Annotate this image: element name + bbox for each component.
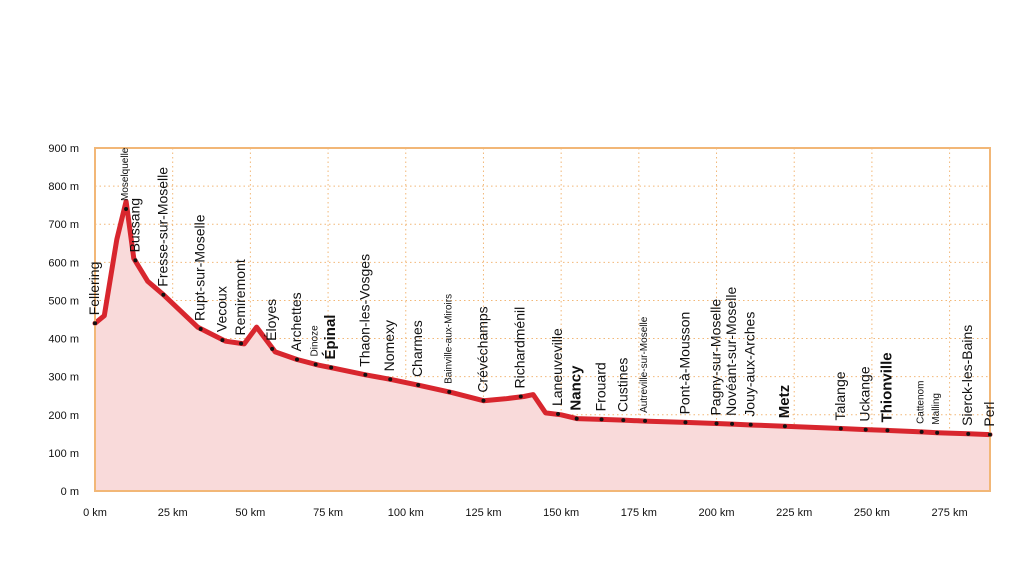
place-marker — [919, 429, 924, 434]
place-label: Malling — [931, 393, 942, 425]
place-label: Épinal — [322, 315, 339, 360]
place-marker — [643, 418, 648, 423]
place-label: Bainville-aux-Miroirs — [443, 294, 454, 384]
place-marker — [782, 424, 787, 429]
place-marker — [481, 398, 486, 403]
place-marker — [621, 418, 626, 423]
place-marker — [863, 427, 868, 432]
place-marker — [730, 421, 735, 426]
x-tick-label: 175 km — [621, 507, 657, 519]
place-label: Talange — [832, 371, 848, 420]
x-tick-label: 125 km — [465, 507, 501, 519]
elevation-profile-line — [92, 198, 993, 438]
place-label: Éloyes — [263, 299, 279, 341]
place-label: Pont-à-Mousson — [676, 312, 692, 415]
y-tick-label: 900 m — [48, 143, 79, 155]
place-label: Perl — [981, 402, 997, 427]
place-marker — [161, 292, 166, 297]
x-tick-label: 200 km — [698, 507, 734, 519]
place-label: Moselquelle — [120, 147, 131, 201]
place-label: Rupt-sur-Moselle — [192, 214, 208, 321]
place-marker — [313, 362, 318, 367]
place-label: Novéant-sur-Moselle — [723, 287, 739, 416]
plot-frame — [94, 147, 991, 492]
x-tick-label: 225 km — [776, 507, 812, 519]
place-label: Charmes — [409, 320, 425, 377]
place-marker — [239, 341, 244, 346]
x-tick-label: 25 km — [158, 507, 188, 519]
y-tick-label: 100 m — [48, 448, 79, 460]
place-label: Crévéchamps — [474, 306, 490, 392]
x-tick-label: 50 km — [235, 507, 265, 519]
place-label: Pagny-sur-Moselle — [708, 299, 724, 416]
place-marker — [574, 416, 579, 421]
place-label: Nomexy — [381, 320, 397, 371]
place-label: Richardménil — [512, 307, 528, 389]
place-label: Uckange — [857, 366, 873, 421]
place-label: Jouy-aux-Arches — [742, 312, 758, 417]
y-tick-label: 800 m — [48, 181, 79, 193]
place-marker — [556, 412, 561, 417]
place-label: Sierck-les-Bains — [959, 325, 975, 426]
y-tick-label: 0 m — [61, 486, 79, 498]
place-marker — [935, 430, 940, 435]
place-markers — [93, 206, 992, 437]
place-label: Archettes — [288, 292, 304, 351]
place-label: Autreville-sur-Moselle — [639, 316, 650, 413]
place-marker — [124, 206, 129, 211]
y-tick-label: 600 m — [48, 257, 79, 269]
x-tick-label: 0 km — [83, 507, 107, 519]
y-tick-label: 200 m — [48, 410, 79, 422]
place-marker — [518, 394, 523, 399]
place-marker — [988, 432, 992, 437]
x-axis: 0 km 25 km 50 km 75 km 100 km 125 km 150 km 175… — [83, 507, 968, 519]
x-tick-label: 150 km — [543, 507, 579, 519]
place-marker — [714, 421, 719, 426]
elevation-area-fill — [95, 201, 990, 491]
y-tick-label: 400 m — [48, 334, 79, 346]
y-tick-label: 500 m — [48, 295, 79, 307]
place-marker — [966, 431, 971, 436]
place-marker — [93, 321, 97, 326]
place-marker — [838, 426, 843, 431]
place-marker — [294, 357, 299, 362]
place-marker — [220, 338, 225, 343]
place-marker — [270, 346, 275, 351]
place-marker — [683, 420, 688, 425]
place-marker — [447, 389, 452, 394]
place-label: Thaon-les-Vosges — [356, 254, 372, 367]
x-tick-label: 75 km — [313, 507, 343, 519]
place-marker — [885, 428, 890, 433]
place-marker — [748, 422, 753, 427]
place-marker — [198, 327, 203, 332]
place-marker — [599, 417, 604, 422]
place-marker — [388, 377, 393, 382]
place-label: Fresse-sur-Moselle — [154, 167, 170, 287]
place-marker — [416, 383, 421, 388]
place-label: Dinoze — [310, 325, 321, 357]
place-label: Bussang — [126, 198, 142, 252]
x-tick-label: 100 km — [388, 507, 424, 519]
x-tick-label: 250 km — [854, 507, 890, 519]
place-label: Cattenom — [916, 381, 927, 424]
x-tick-label: 275 km — [932, 507, 968, 519]
y-tick-label: 300 m — [48, 372, 79, 384]
y-axis: 0 m 100 m 200 m 300 m 400 m 500 m 600 m 700 m 80… — [48, 143, 79, 498]
place-marker — [133, 258, 138, 263]
place-label: Remiremont — [232, 259, 248, 335]
place-label: Fellering — [86, 262, 102, 316]
place-label: Nancy — [568, 365, 585, 411]
place-label: Custines — [614, 358, 630, 412]
place-label: Laneuveville — [549, 328, 565, 406]
place-label: Vecoux — [213, 286, 229, 332]
place-label: Frouard — [593, 362, 609, 411]
y-tick-label: 700 m — [48, 219, 79, 231]
place-marker — [329, 365, 334, 370]
place-label: Metz — [776, 385, 793, 418]
place-label: Thionville — [878, 352, 895, 422]
place-marker — [363, 372, 368, 377]
